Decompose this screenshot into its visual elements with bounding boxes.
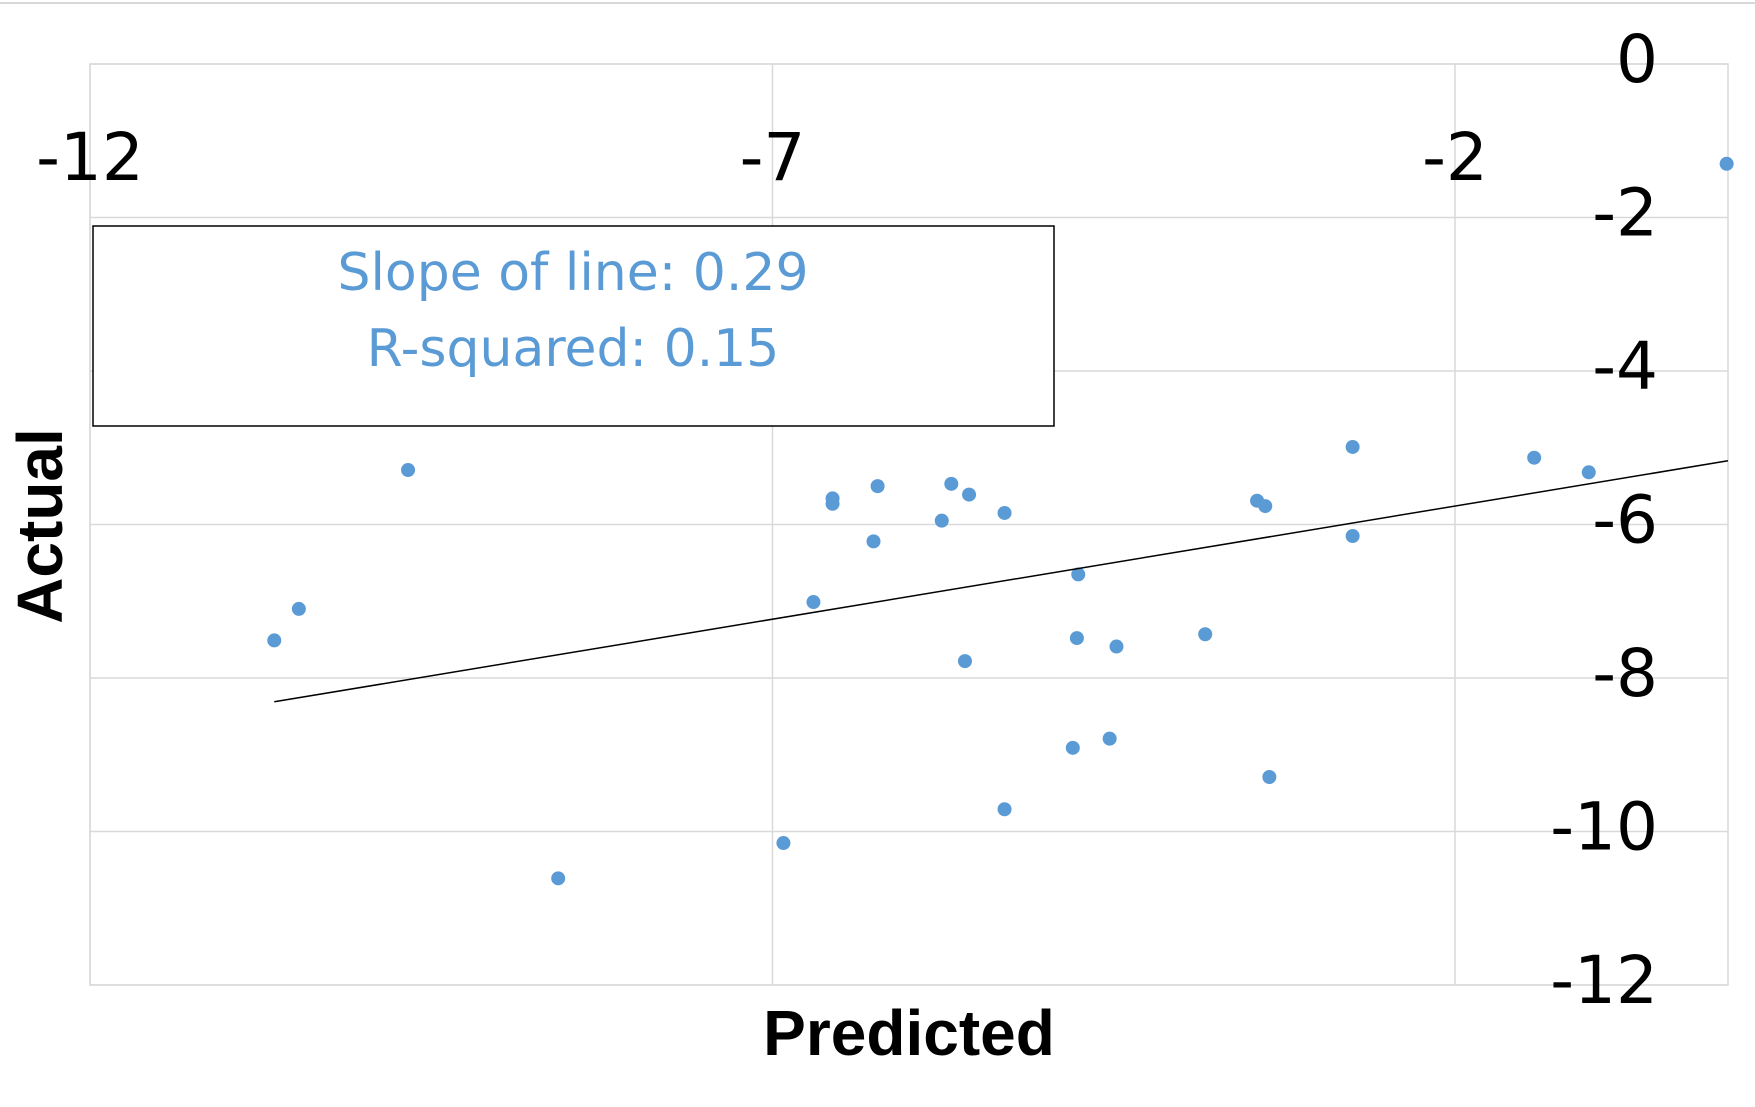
point [776,836,791,851]
y-tick-label: -12 [1550,942,1658,1019]
grid [89,63,1729,986]
x-tick-label: -12 [36,119,144,196]
point [825,496,840,511]
y-axis-title: Actual [4,428,76,624]
y-tick-label: -6 [1592,482,1658,559]
annotation-box [92,225,1055,427]
point [997,505,1012,520]
point [997,802,1012,817]
point [1069,631,1084,646]
point [1258,499,1273,514]
point [866,534,881,549]
point [1345,439,1360,454]
y-tick-label: -2 [1592,175,1658,252]
point [962,487,977,502]
point [1071,567,1086,582]
x-axis-title: Predicted [763,997,1055,1069]
point [401,463,416,478]
point [1109,639,1124,654]
y-tick-label: 0 [1616,21,1658,98]
point [870,479,885,494]
annotation: Slope of line: 0.29 [337,243,808,303]
annotation: R-squared: 0.15 [367,319,780,379]
x-tick-label: -2 [1422,119,1488,196]
point [1719,156,1734,171]
point [806,595,821,610]
point [957,654,972,669]
x-tick-label: -7 [740,119,806,196]
point [1198,627,1213,642]
point [1581,465,1596,480]
y-tick-label: -4 [1592,328,1658,405]
point [1102,731,1117,746]
point [1262,770,1277,785]
point [551,871,566,886]
y-tick-label: -8 [1592,635,1658,712]
y-tick-label: -10 [1550,789,1658,866]
point [934,513,949,528]
point [1065,740,1080,755]
point [944,476,959,491]
trendline [274,460,1729,703]
point [1527,450,1542,465]
point [267,633,282,648]
point [291,601,306,616]
point [1345,529,1360,544]
